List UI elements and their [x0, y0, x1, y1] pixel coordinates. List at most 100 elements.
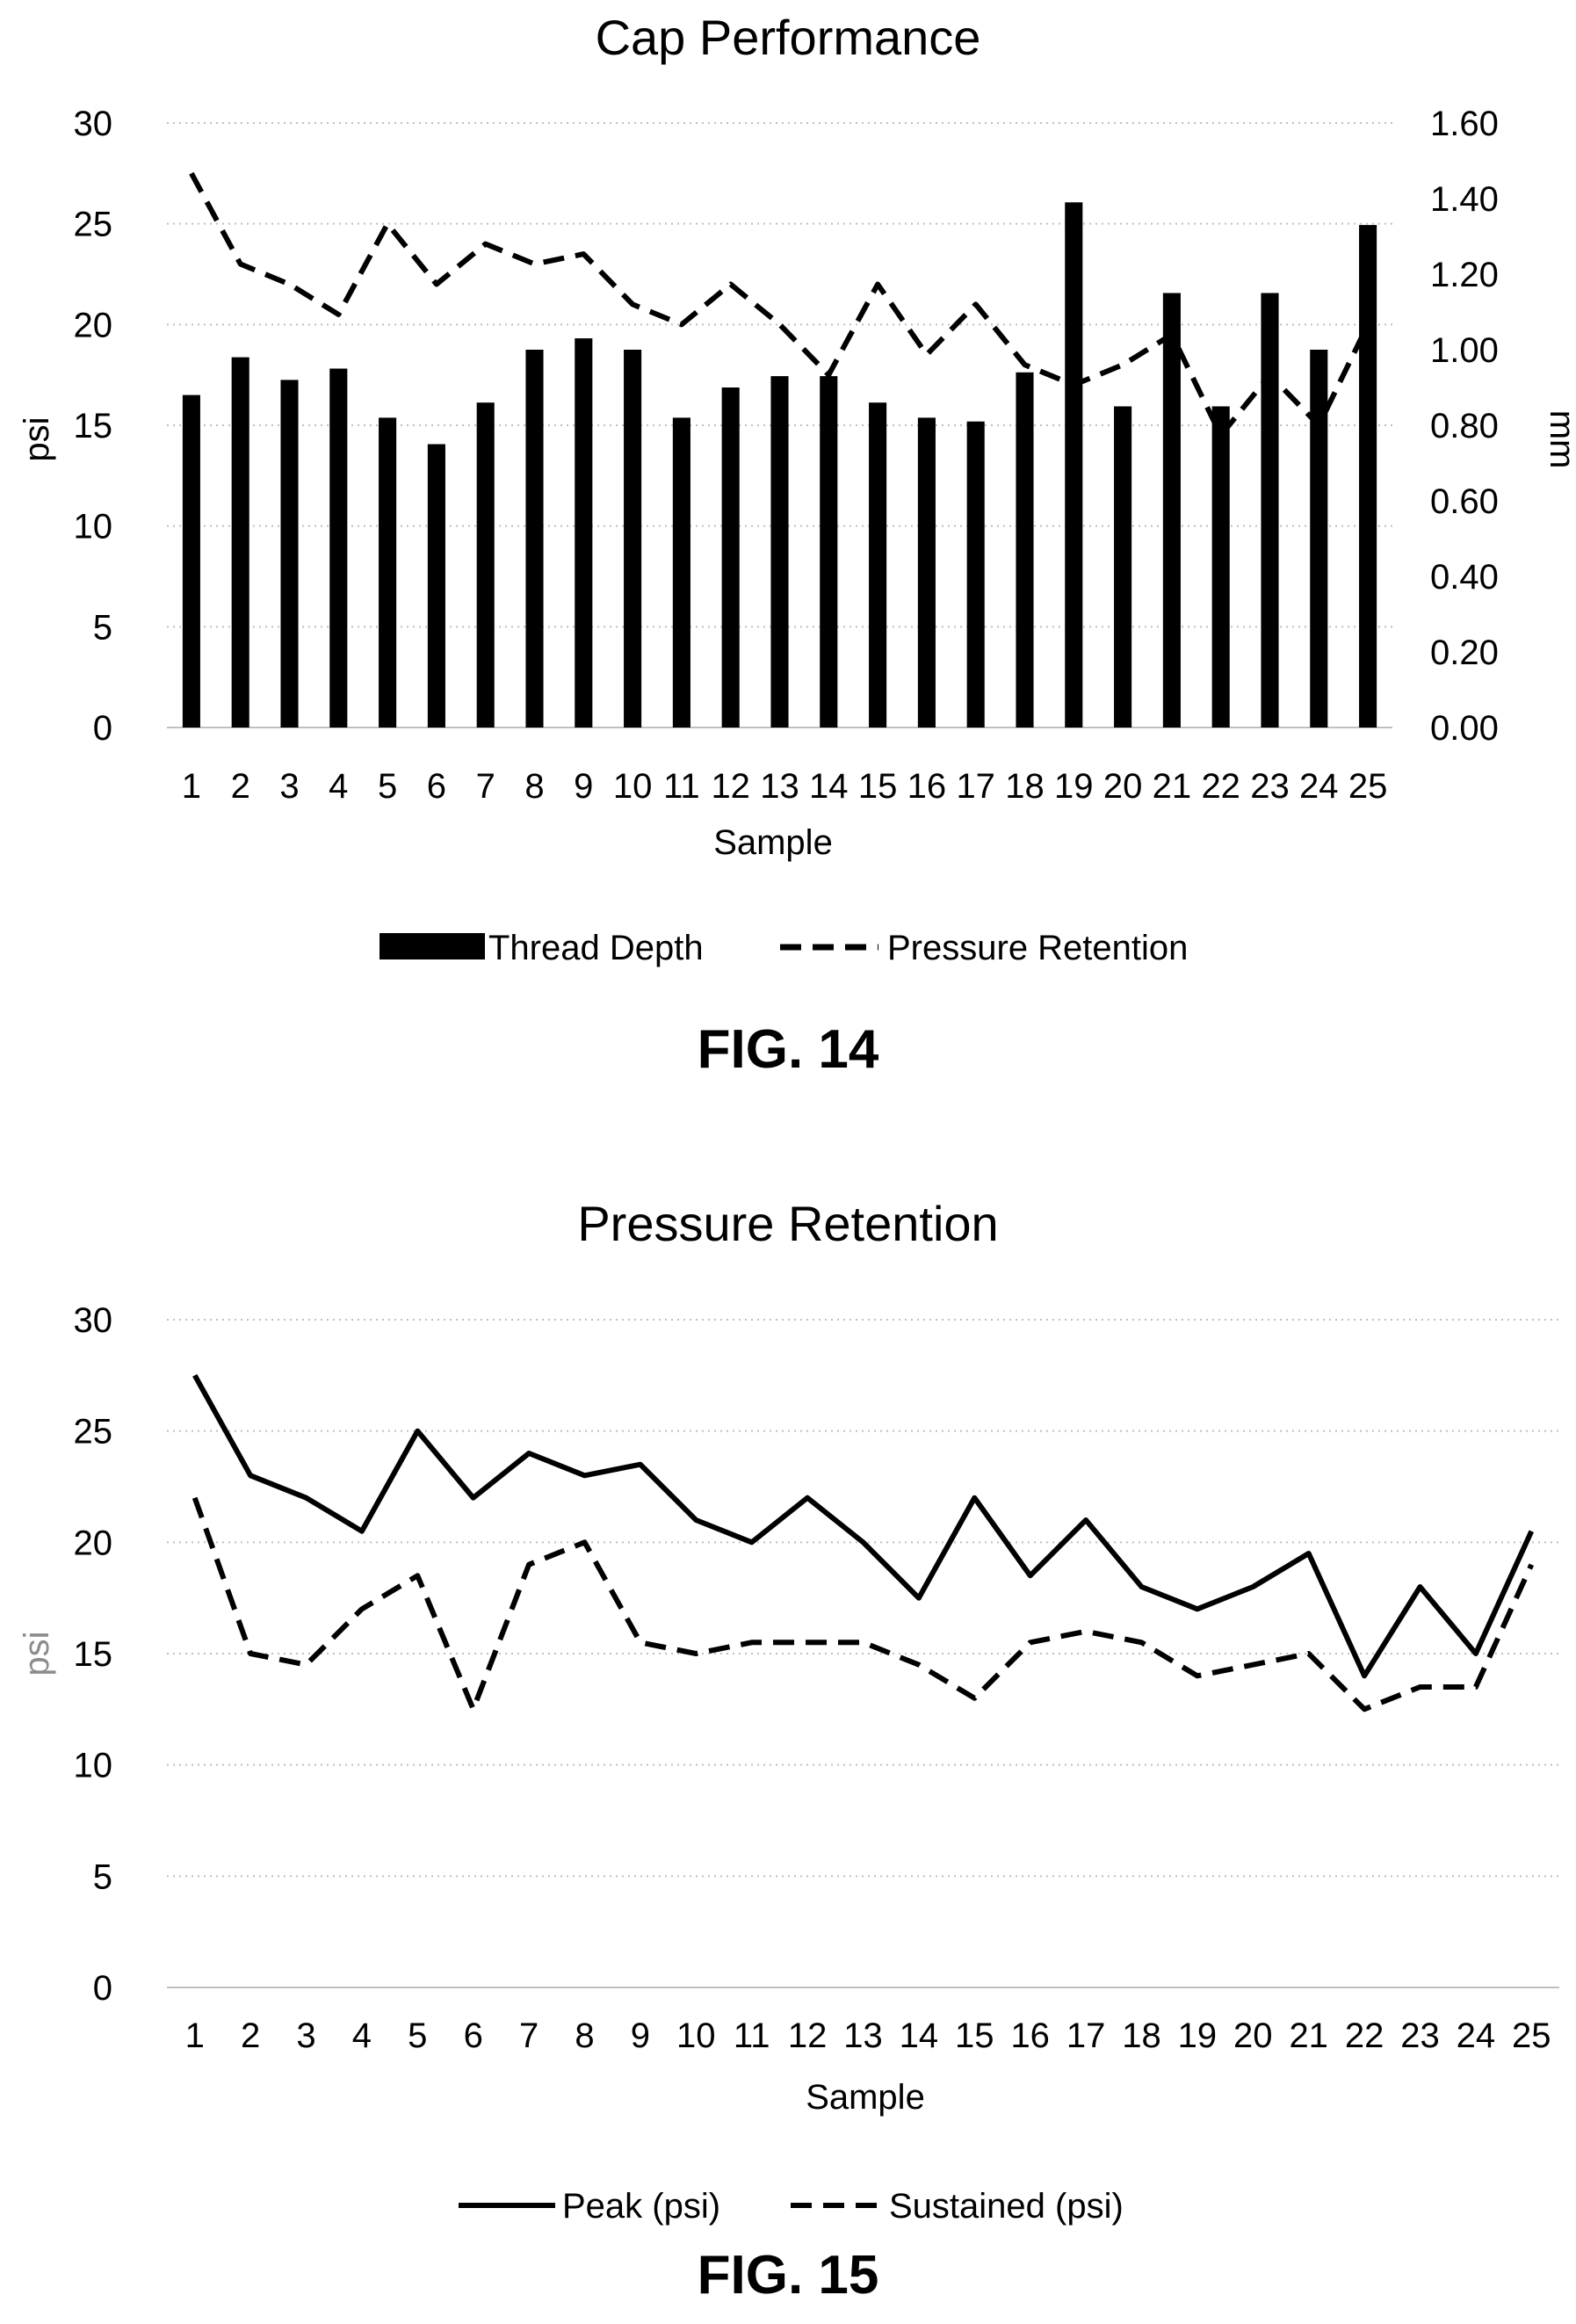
thread-depth-bar [917, 417, 936, 728]
y-tick-label: 5 [93, 608, 112, 647]
y-tick-label: 0 [93, 709, 112, 748]
y-tick-label: 0 [93, 1969, 112, 2008]
x-tick-label: 20 [1233, 2016, 1273, 2055]
thread-depth-bars [182, 202, 1377, 728]
legend-label-sustained: Sustained (psi) [889, 2187, 1124, 2226]
y2-tick-label: 0.80 [1430, 407, 1499, 445]
x-axis-label: Sample [806, 2078, 925, 2117]
sustained-psi-line [192, 1496, 1535, 1712]
y-tick-label: 20 [74, 1524, 113, 1562]
y-tick-label: 5 [93, 1857, 112, 1896]
x-tick-label: 15 [955, 2016, 994, 2055]
thread-depth-bar [1261, 293, 1279, 728]
thread-depth-bar [624, 350, 642, 728]
thread-depth-bar [820, 376, 838, 728]
thread-depth-bar [575, 338, 593, 728]
x-tick-label: 24 [1457, 2016, 1496, 2055]
x-tick-label: 20 [1103, 767, 1143, 806]
x-tick-label: 10 [676, 2016, 716, 2055]
thread-depth-bar [379, 417, 397, 728]
x-tick-label: 11 [734, 2016, 770, 2055]
y-axis-left-ticks: 0 5 10 15 20 25 30 [74, 105, 113, 748]
chart-title: Cap Performance [596, 10, 981, 65]
y-tick-label: 30 [74, 105, 113, 143]
y-axis-label: psi [18, 1631, 56, 1676]
x-tick-label: 4 [352, 2016, 372, 2055]
x-tick-label: 25 [1348, 767, 1388, 806]
x-tick-label: 14 [900, 2016, 939, 2055]
y-tick-label: 10 [74, 1747, 113, 1785]
x-tick-label: 9 [574, 767, 593, 806]
x-tick-label: 16 [907, 767, 947, 806]
thread-depth-bar [1359, 225, 1377, 728]
x-tick-label: 16 [1010, 2016, 1050, 2055]
x-tick-label: 1 [185, 2016, 205, 2055]
y-axis-ticks: 0 5 10 15 20 25 30 [74, 1301, 113, 2008]
x-tick-label: 1 [182, 767, 201, 806]
x-tick-label: 8 [575, 2016, 594, 2055]
x-tick-label: 17 [956, 767, 995, 806]
y-tick-label: 15 [74, 407, 113, 445]
thread-depth-bar [1211, 406, 1230, 728]
thread-depth-bar [672, 417, 690, 728]
x-tick-label: 12 [788, 2016, 828, 2055]
y-tick-label: 30 [74, 1301, 113, 1340]
thread-depth-bar [280, 380, 299, 728]
x-tick-label: 2 [231, 767, 250, 806]
figure-label: FIG. 14 [698, 1019, 879, 1080]
thread-depth-bar [869, 402, 887, 728]
x-tick-label: 17 [1066, 2016, 1106, 2055]
x-tick-label: 24 [1299, 767, 1339, 806]
x-tick-label: 2 [241, 2016, 260, 2055]
legend: Peak (psi) Sustained (psi) [459, 2187, 1124, 2226]
x-tick-label: 19 [1178, 2016, 1218, 2055]
y2-tick-label: 1.40 [1430, 180, 1499, 219]
chart-title: Pressure Retention [577, 1196, 998, 1251]
x-axis-label: Sample [713, 823, 833, 862]
thread-depth-bar [329, 368, 348, 728]
x-tick-label: 18 [1122, 2016, 1161, 2055]
thread-depth-bar [1016, 372, 1034, 728]
x-tick-label: 10 [613, 767, 653, 806]
thread-depth-bar [1114, 406, 1132, 728]
y2-axis-label: mm [1543, 410, 1576, 469]
gridlines [167, 1319, 1559, 1988]
peak-psi-line [192, 1373, 1535, 1679]
y2-tick-label: 0.40 [1430, 558, 1499, 597]
x-tick-label: 8 [524, 767, 544, 806]
legend-label-pressure-retention: Pressure Retention [887, 929, 1188, 967]
x-tick-label: 12 [711, 767, 750, 806]
y2-tick-label: 1.20 [1430, 256, 1499, 294]
thread-depth-bar [1065, 202, 1083, 728]
figure-label: FIG. 15 [698, 2245, 879, 2306]
x-tick-label: 5 [378, 767, 397, 806]
y-axis-label: psi [18, 416, 56, 461]
x-tick-label: 7 [476, 767, 495, 806]
y2-tick-label: 0.20 [1430, 633, 1499, 672]
thread-depth-bar [525, 350, 544, 728]
x-tick-label: 21 [1153, 767, 1192, 806]
y-tick-label: 20 [74, 306, 113, 344]
x-axis-ticks: 1 2 3 4 5 6 7 8 9 10 11 12 13 14 15 16 17 18 19 20 21 22 23 24 2… [185, 2016, 1551, 2055]
legend-label-peak: Peak (psi) [562, 2187, 720, 2226]
x-tick-label: 15 [858, 767, 898, 806]
thread-depth-bar [966, 421, 985, 728]
y-tick-label: 25 [74, 1413, 113, 1452]
x-tick-label: 6 [464, 2016, 483, 2055]
x-tick-label: 13 [843, 2016, 883, 2055]
series-lines [192, 1373, 1535, 1712]
y-tick-label: 15 [74, 1635, 113, 1674]
y-tick-label: 25 [74, 206, 113, 244]
x-tick-label: 23 [1400, 2016, 1440, 2055]
thread-depth-bar [182, 395, 200, 728]
x-tick-label: 11 [663, 767, 700, 806]
x-axis-ticks: 1 2 3 4 5 6 7 8 9 10 11 12 13 14 15 16 17 18 19 20 21 22 23 24 2… [182, 767, 1388, 806]
x-tick-label: 21 [1289, 2016, 1328, 2055]
x-tick-label: 19 [1054, 767, 1094, 806]
x-tick-label: 4 [329, 767, 348, 806]
thread-depth-bar [231, 357, 249, 728]
thread-depth-bar [476, 402, 495, 728]
thread-depth-bar [770, 376, 789, 728]
